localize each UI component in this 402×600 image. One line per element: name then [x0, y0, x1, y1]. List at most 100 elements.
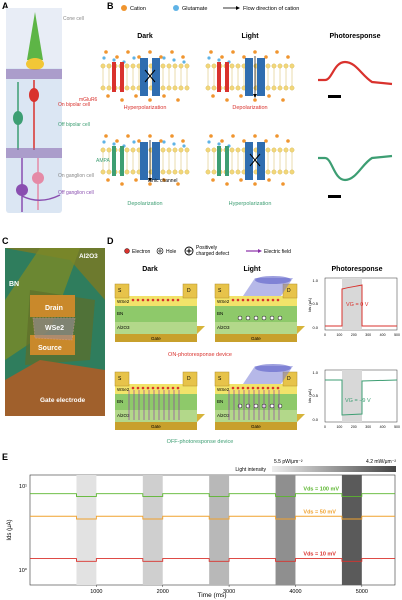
- label-ampa: AMPA: [96, 158, 110, 164]
- contact-s: S: [218, 376, 222, 382]
- contact-d: D: [287, 288, 291, 294]
- off-trace: [318, 154, 393, 182]
- layer-al2o3: Al2O3: [217, 413, 230, 418]
- caption-top-dark: Hyperpolarization: [124, 105, 167, 111]
- chart-e-ytick-2: 10⁰: [19, 567, 28, 574]
- xtick: 400: [380, 333, 386, 337]
- xtick: 300: [365, 425, 371, 429]
- series-label-3: Vds = 10 mV: [303, 552, 336, 558]
- chart-e-xtick-5: 5000: [356, 589, 368, 595]
- legend-defect-l2: charged defect: [196, 251, 230, 257]
- legend-flow: Flow direction of cation: [243, 6, 299, 12]
- series-label-1: Vds = 100 mV: [303, 487, 339, 493]
- label-ionic-channel: Ionic channel: [148, 178, 177, 184]
- legend-field: Electric field: [264, 249, 291, 255]
- device-off-dark: S D WSe2 BN Al2O3 Gate: [114, 371, 205, 430]
- layer-bn: BN: [117, 311, 123, 316]
- chart-e-ytick-1: 10¹: [19, 484, 27, 490]
- layer-wse2: WSe2: [117, 299, 130, 304]
- series-line-3: [30, 558, 395, 562]
- contact-s: S: [118, 376, 122, 382]
- membrane-bottom-light: [205, 134, 295, 186]
- chart-e-ylabel: Ids (μA): [7, 519, 13, 540]
- legend-defect-l1: Positively: [196, 245, 218, 251]
- membrane-top-light: [205, 50, 295, 102]
- on-ytick-1: 1.0: [312, 278, 318, 283]
- intensity-label: Light intensity: [235, 467, 266, 473]
- chart-e: Vds = 100 mV Vds = 50 mV Vds = 10 mV 1000 20…: [29, 474, 396, 595]
- xtick: 200: [351, 425, 357, 429]
- layer-al2o3: Al2O3: [217, 325, 230, 330]
- electron-icon: [124, 248, 130, 254]
- on-photo-trace: [325, 284, 397, 327]
- header-photoresponse-b: Photoresponse: [330, 33, 381, 40]
- header-light-b: Light: [241, 33, 259, 40]
- glutamate-icon: [173, 5, 179, 11]
- series-line-1: [30, 493, 395, 497]
- contact-d: D: [187, 376, 191, 382]
- chart-e-xlabel: Time (ms): [197, 592, 226, 599]
- photoresponse-traces-b: [318, 60, 393, 198]
- xtick: 100: [336, 333, 342, 337]
- label-off-bipolar: Off bipolar cell: [58, 122, 90, 128]
- light-pulse-4: [275, 475, 296, 585]
- header-light-d: Light: [243, 266, 261, 273]
- legend-electron: Electron: [132, 249, 151, 255]
- light-bar-off: [328, 195, 341, 198]
- contact-d: D: [287, 376, 291, 382]
- label-gate-electrode: Gate electrode: [40, 397, 86, 404]
- caption-off-device: OFF-photoresponse device: [167, 439, 234, 445]
- legend-cation: Cation: [130, 6, 146, 12]
- legend-hole: Hole: [166, 249, 177, 255]
- layer-gate: Gate: [251, 336, 261, 341]
- layer-wse2: WSe2: [217, 299, 230, 304]
- light-pulse-3: [209, 475, 230, 585]
- off-vg-label: VG = −9 V: [345, 398, 371, 404]
- layer-bn: BN: [217, 399, 223, 404]
- label-source: Source: [38, 345, 62, 352]
- caption-top-light: Depolarization: [232, 105, 267, 111]
- chart-e-xtick-4: 4000: [289, 589, 301, 595]
- membranes-b: [100, 50, 295, 186]
- on-ytick-3: 0.0: [312, 325, 318, 330]
- off-ytick-1: 1.0: [312, 370, 318, 375]
- header-dark-b: Dark: [137, 33, 153, 40]
- intensity-low: 5.5 pW/μm⁻²: [274, 459, 303, 465]
- xtick: 0: [324, 425, 326, 429]
- contact-d: D: [187, 288, 191, 294]
- caption-on-device: ON-photoresponse device: [168, 352, 232, 358]
- off-photoresponse-plot: VG = −9 V 1.0 0.5 0.0 Ids (μA) 0 100 200 30…: [307, 369, 400, 429]
- xtick: 500: [394, 425, 400, 429]
- device-off-light: S D WSe2 BN Al2O3 Gate: [214, 364, 305, 430]
- label-wse2-c: WSe2: [45, 325, 64, 332]
- layer-al2o3: Al2O3: [117, 325, 130, 330]
- label-mglur6: mGluR6: [79, 97, 98, 103]
- light-pulse-5: [341, 475, 362, 585]
- label-al2o3-c: Al2O3: [79, 253, 98, 260]
- contact-s: S: [118, 288, 122, 294]
- xtick: 0: [324, 333, 326, 337]
- label-cone-cell: Cone cell: [63, 16, 84, 22]
- cation-icon: [121, 5, 127, 11]
- series-line-2: [30, 515, 395, 520]
- layer-gate: Gate: [151, 424, 161, 429]
- label-bn-c: BN: [9, 281, 19, 288]
- legend-glutamate: Glutamate: [182, 6, 207, 12]
- layer-wse2: WSe2: [117, 387, 130, 392]
- xtick: 300: [365, 333, 371, 337]
- layer-al2o3: Al2O3: [117, 413, 130, 418]
- chart-e-xtick-3: 3000: [223, 589, 235, 595]
- chart-e-xtick-2: 2000: [157, 589, 169, 595]
- intensity-high: 4.2 mW/μm⁻²: [366, 459, 396, 465]
- layer-gate: Gate: [151, 336, 161, 341]
- light-pulse-2: [142, 475, 163, 585]
- device-schematics: S D WSe2 BN Al2O3 Gate S D WSe2 BN Al2O3 Gate S D WSe2…: [114, 276, 305, 430]
- intensity-bar: 5.5 pW/μm⁻² 4.2 mW/μm⁻² Light intensity: [235, 459, 396, 473]
- chart-e-xtick-1: 1000: [90, 589, 102, 595]
- layer-gate: Gate: [251, 424, 261, 429]
- light-bar-on: [328, 95, 341, 98]
- label-on-bipolar: On bipolar cell: [58, 102, 90, 108]
- header-photoresponse-d: Photoresponse: [332, 266, 383, 273]
- panel-label-c: C: [2, 236, 9, 246]
